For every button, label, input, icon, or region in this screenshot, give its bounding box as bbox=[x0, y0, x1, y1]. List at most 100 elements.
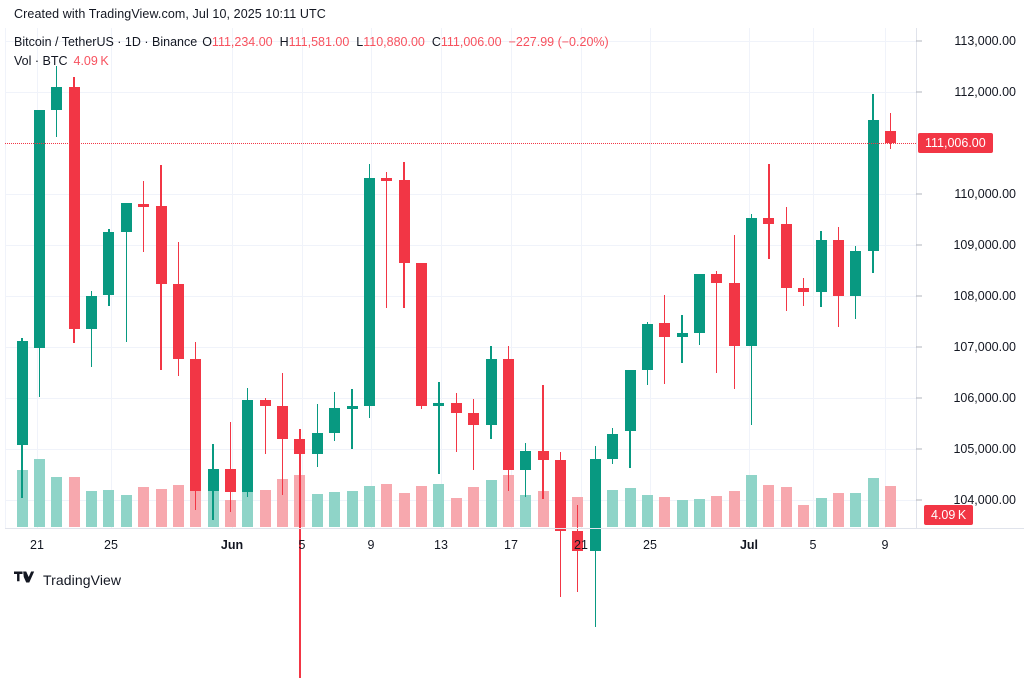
chart-plot-area[interactable] bbox=[5, 28, 916, 678]
gridline-horizontal bbox=[5, 347, 916, 348]
candle-body bbox=[676, 332, 688, 337]
price-axis-border bbox=[916, 28, 917, 528]
volume-bar bbox=[502, 474, 514, 527]
price-axis-tick: 104,000.00 bbox=[953, 493, 1016, 507]
change-value: −227.99 (−0.20%) bbox=[508, 35, 609, 49]
volume-bar bbox=[155, 488, 167, 527]
volume-bar bbox=[728, 491, 740, 527]
time-axis[interactable]: 21 25 Jun 5 9 13 17 21 25 Jul 5 9 bbox=[5, 528, 916, 563]
volume-bar bbox=[520, 494, 532, 527]
volume-bar bbox=[607, 489, 619, 527]
volume-bar bbox=[450, 497, 462, 527]
volume-title[interactable]: Vol · BTC bbox=[14, 54, 68, 68]
volume-bar bbox=[746, 474, 757, 527]
gridline-vertical bbox=[302, 28, 303, 528]
tradingview-chart-screenshot: Created with TradingView.com, Jul 10, 20… bbox=[5, 7, 1024, 678]
candle-wick bbox=[229, 421, 232, 512]
candle-wick bbox=[125, 208, 127, 343]
tradingview-wordmark: TradingView bbox=[43, 571, 122, 588]
attribution-text: Created with TradingView.com, Jul 10, 20… bbox=[14, 7, 326, 21]
price-axis-tick-mark bbox=[916, 193, 922, 195]
volume-bar bbox=[693, 498, 705, 527]
candle-body bbox=[207, 469, 219, 491]
price-axis-tick-mark bbox=[916, 244, 922, 246]
candle-body bbox=[468, 413, 480, 425]
close-value: 111,006.00 bbox=[440, 35, 502, 49]
candle-body bbox=[398, 179, 410, 264]
price-axis-tick-mark bbox=[916, 397, 922, 399]
candle-body bbox=[363, 178, 375, 406]
candle-body bbox=[33, 109, 45, 349]
candle-body bbox=[763, 217, 775, 224]
candle-body bbox=[103, 232, 115, 296]
low-value: 110,880.00 bbox=[363, 35, 425, 49]
plot-left-border bbox=[5, 28, 6, 528]
tradingview-footer[interactable]: TradingView bbox=[14, 570, 121, 589]
price-axis-tick-mark bbox=[916, 448, 922, 450]
open-key: O bbox=[202, 35, 212, 49]
candle-body bbox=[51, 86, 63, 110]
volume-bar bbox=[329, 491, 341, 527]
candle-body bbox=[850, 251, 862, 296]
candle-wick bbox=[542, 384, 544, 499]
time-axis-tick: Jun bbox=[220, 538, 244, 552]
candle-wick bbox=[264, 398, 266, 454]
volume-bar bbox=[346, 491, 358, 527]
current-price-badge: 111,006.00 bbox=[918, 132, 993, 153]
volume-bar bbox=[468, 487, 480, 527]
volume-bar bbox=[624, 488, 636, 527]
candle-body bbox=[728, 283, 740, 346]
volume-bar bbox=[832, 492, 844, 527]
time-axis-tick: 9 bbox=[881, 538, 889, 552]
volume-bar bbox=[676, 500, 688, 527]
candle-wick bbox=[386, 171, 388, 308]
price-axis-tick: 109,000.00 bbox=[953, 238, 1016, 252]
candle-body bbox=[711, 273, 723, 283]
candle-body bbox=[329, 408, 341, 433]
price-axis-tick: 110,000.00 bbox=[954, 187, 1016, 201]
candle-body bbox=[311, 432, 323, 455]
candle-wick bbox=[455, 392, 457, 453]
legend-volume-row[interactable]: Vol · BTC 4.09 K bbox=[14, 52, 609, 71]
price-axis-tick-mark bbox=[916, 40, 922, 42]
price-axis-tick-mark bbox=[916, 91, 922, 93]
candle-body bbox=[659, 323, 671, 337]
volume-bar bbox=[815, 498, 827, 527]
volume-bar bbox=[51, 477, 63, 527]
gridline-vertical bbox=[650, 28, 651, 528]
current-price-line bbox=[5, 142, 916, 144]
candle-body bbox=[572, 530, 584, 551]
time-axis-tick: 21 bbox=[30, 538, 44, 552]
gridline-vertical bbox=[813, 28, 814, 528]
candle-body bbox=[520, 451, 532, 471]
ohlc-values: O111,234.00 H111,581.00 L110,880.00 C111… bbox=[202, 35, 501, 49]
candle-body bbox=[68, 87, 80, 330]
time-axis-tick: 21 bbox=[574, 538, 588, 552]
gridline-vertical bbox=[885, 28, 886, 528]
candle-body bbox=[537, 451, 549, 461]
candle-body bbox=[259, 400, 271, 407]
price-axis[interactable]: 113,000.00 112,000.00 110,000.00 109,000.00… bbox=[916, 28, 1024, 528]
candle-body bbox=[867, 119, 879, 252]
volume-bar bbox=[86, 491, 97, 527]
price-axis-tick: 106,000.00 bbox=[953, 391, 1016, 405]
volume-bar bbox=[537, 491, 549, 527]
candle-body bbox=[815, 239, 827, 292]
legend-symbol-row[interactable]: Bitcoin / TetherUS · 1D · Binance O111,23… bbox=[14, 33, 609, 52]
volume-bar bbox=[33, 459, 45, 527]
time-axis-tick: 5 bbox=[809, 538, 817, 552]
symbol-title[interactable]: Bitcoin / TetherUS · 1D · Binance bbox=[14, 35, 198, 49]
candle-body bbox=[780, 223, 792, 289]
candle-body bbox=[190, 358, 202, 491]
candle-body bbox=[86, 295, 97, 330]
price-axis-tick: 105,000.00 bbox=[953, 442, 1016, 456]
price-axis-tick: 108,000.00 bbox=[953, 289, 1016, 303]
gridline-horizontal bbox=[5, 41, 916, 42]
gridline-vertical bbox=[511, 28, 512, 528]
close-key: C bbox=[431, 35, 441, 49]
candle-wick bbox=[664, 295, 666, 384]
gridline-horizontal bbox=[5, 398, 916, 399]
price-axis-tick-mark bbox=[916, 499, 922, 501]
candle-wick bbox=[351, 389, 353, 449]
price-axis-tick: 113,000.00 bbox=[954, 34, 1016, 48]
